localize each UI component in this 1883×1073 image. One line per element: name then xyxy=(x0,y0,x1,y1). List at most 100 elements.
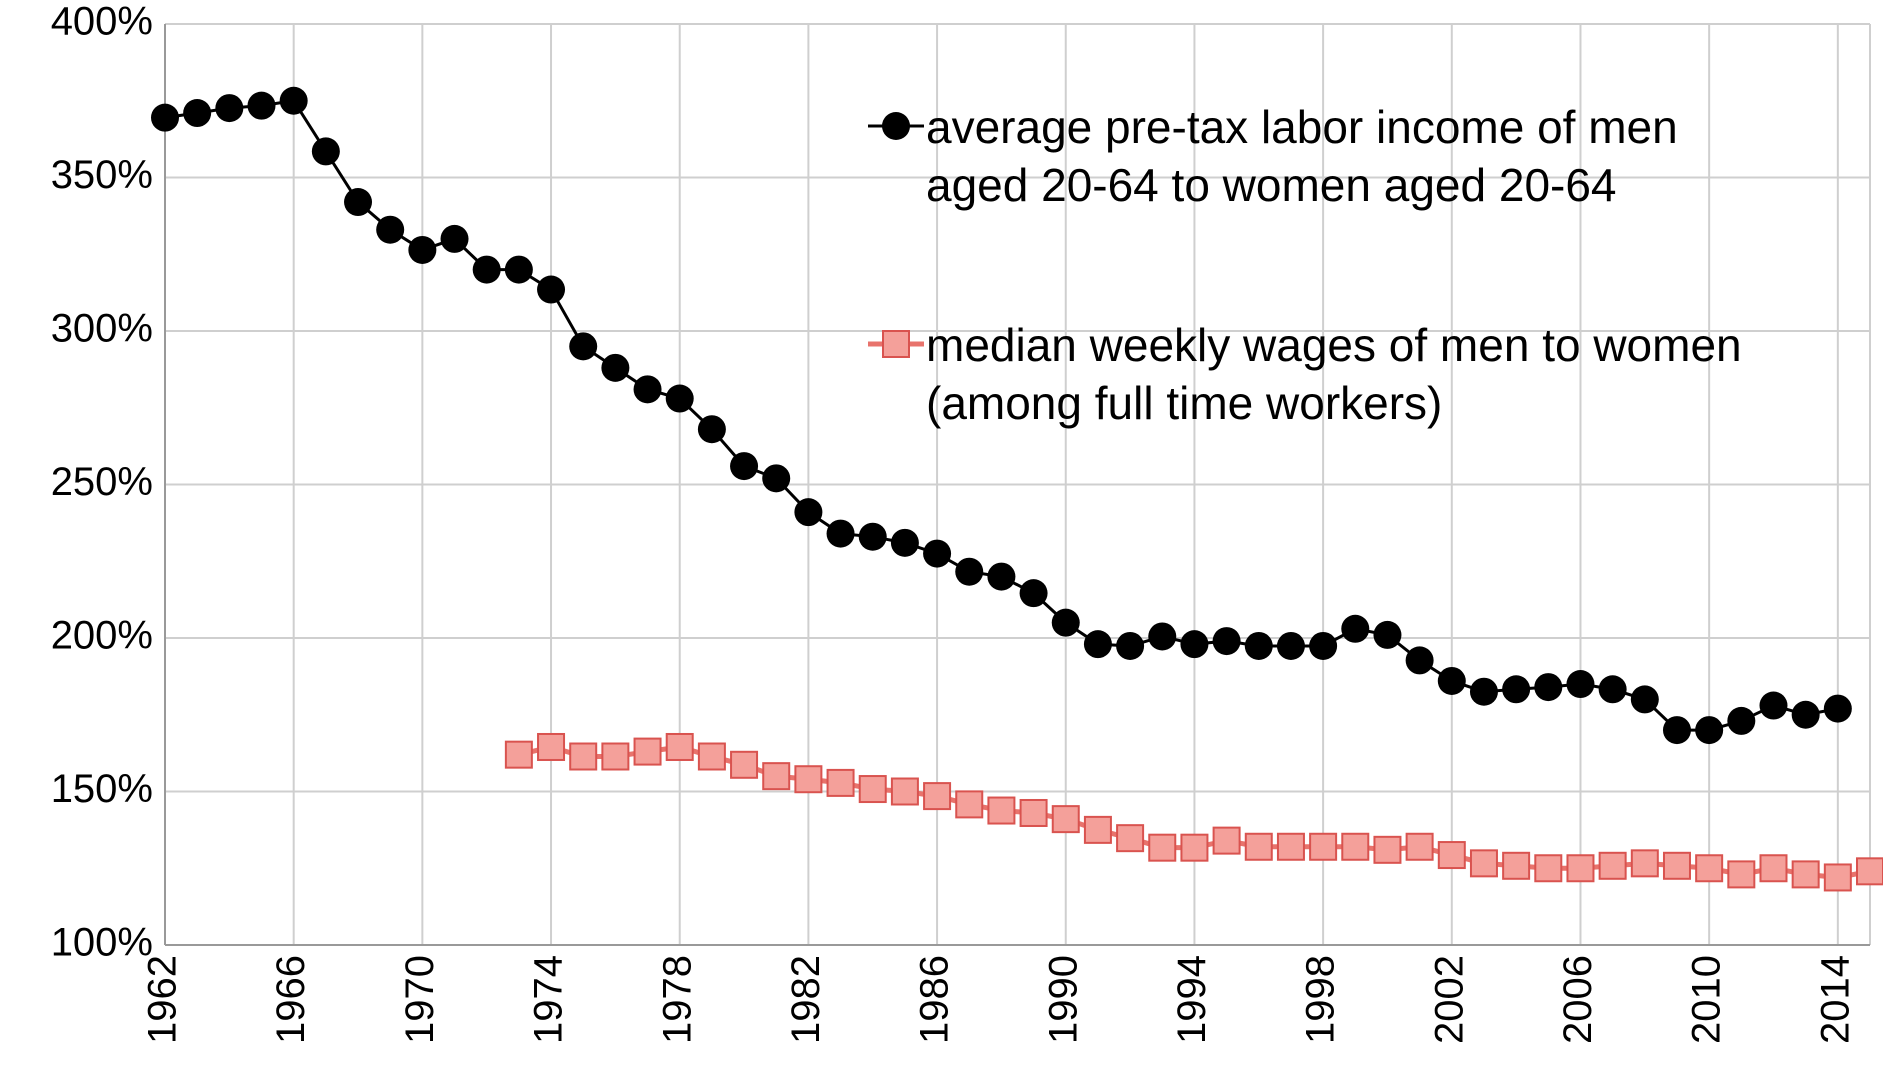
data-point xyxy=(923,782,952,811)
data-point xyxy=(440,224,469,253)
x-tick-label: 1966 xyxy=(269,955,313,1044)
data-point xyxy=(1566,670,1595,699)
data-point xyxy=(1566,854,1595,883)
x-tick-label: 1962 xyxy=(141,955,185,1044)
data-point xyxy=(890,528,919,557)
data-point xyxy=(633,737,662,766)
data-point xyxy=(601,353,630,382)
data-point xyxy=(1437,841,1466,870)
data-point xyxy=(376,215,405,244)
data-point xyxy=(1276,631,1305,660)
legend-label: median weekly wages of men to women (amo… xyxy=(926,319,1742,429)
data-point xyxy=(408,235,437,264)
legend-entry: median weekly wages of men to women (amo… xyxy=(866,316,1786,432)
data-point xyxy=(1019,579,1048,608)
data-point xyxy=(151,103,179,132)
data-point xyxy=(1791,700,1820,729)
data-point xyxy=(1373,835,1402,864)
data-point xyxy=(1212,627,1241,656)
data-point xyxy=(1341,832,1370,861)
data-point xyxy=(697,742,726,771)
data-point xyxy=(1437,666,1466,695)
x-tick-label: 1970 xyxy=(398,955,442,1044)
data-point xyxy=(1116,631,1145,660)
data-point xyxy=(1791,860,1820,889)
x-tick-label: 2002 xyxy=(1427,955,1471,1044)
data-point xyxy=(955,557,984,586)
data-point xyxy=(1244,631,1273,660)
data-point xyxy=(1662,851,1691,880)
data-point xyxy=(311,137,340,166)
data-point xyxy=(890,777,919,806)
data-point xyxy=(1469,849,1498,878)
data-point xyxy=(472,255,501,284)
data-point xyxy=(1823,694,1852,723)
data-point xyxy=(1630,849,1659,878)
legend-symbol xyxy=(868,112,924,140)
x-tick-label: 2014 xyxy=(1813,955,1857,1044)
data-point xyxy=(1502,851,1531,880)
y-tick-label: 150% xyxy=(51,767,153,811)
data-point xyxy=(730,452,759,481)
y-tick-label: 100% xyxy=(51,921,153,965)
data-point xyxy=(762,762,791,791)
data-point xyxy=(279,86,308,115)
x-tick-label: 1986 xyxy=(913,955,957,1044)
data-point xyxy=(665,384,694,413)
data-point xyxy=(1534,854,1563,883)
data-point xyxy=(1630,685,1659,714)
data-point xyxy=(1083,630,1112,659)
data-point xyxy=(858,522,887,551)
data-point xyxy=(1695,716,1724,745)
data-point xyxy=(1534,673,1563,702)
data-point xyxy=(1469,677,1498,706)
data-point xyxy=(955,790,984,819)
legend-symbol xyxy=(868,330,924,358)
data-point xyxy=(537,275,566,304)
data-point xyxy=(215,94,244,123)
data-point xyxy=(697,415,726,444)
data-point xyxy=(1148,622,1177,651)
data-point xyxy=(1276,832,1305,861)
data-point xyxy=(1341,614,1370,643)
data-point xyxy=(1598,675,1627,704)
data-point xyxy=(1727,706,1756,735)
data-point xyxy=(1727,860,1756,889)
x-tick-label: 1978 xyxy=(655,955,699,1044)
y-tick-label: 400% xyxy=(51,0,153,44)
data-point xyxy=(826,519,855,548)
data-point xyxy=(794,498,823,527)
data-point xyxy=(633,375,662,404)
data-point xyxy=(1019,798,1048,827)
data-point xyxy=(601,742,630,771)
data-point xyxy=(1695,854,1724,883)
data-point xyxy=(1598,851,1627,880)
data-point xyxy=(987,562,1016,591)
data-point xyxy=(344,188,373,217)
data-point xyxy=(826,768,855,797)
data-point xyxy=(762,464,791,493)
data-point xyxy=(1148,833,1177,862)
y-tick-label: 300% xyxy=(51,307,153,351)
x-tick-label: 1998 xyxy=(1299,955,1343,1044)
data-point xyxy=(1759,854,1788,883)
x-tick-label: 2010 xyxy=(1685,955,1729,1044)
legend-label: average pre-tax labor income of men aged… xyxy=(926,101,1678,211)
data-point xyxy=(504,740,533,769)
y-tick-label: 350% xyxy=(51,153,153,197)
data-point xyxy=(1212,826,1241,855)
data-point xyxy=(1373,620,1402,649)
y-tick-label: 250% xyxy=(51,460,153,504)
data-point xyxy=(1405,646,1434,675)
data-point xyxy=(1051,608,1080,637)
data-point xyxy=(537,732,566,761)
data-point xyxy=(1309,832,1338,861)
x-tick-label: 1974 xyxy=(527,955,571,1044)
data-point xyxy=(1083,815,1112,844)
x-tick-label: 1994 xyxy=(1170,955,1214,1044)
data-point xyxy=(665,732,694,761)
data-point xyxy=(569,332,598,361)
data-point xyxy=(794,765,823,794)
data-point xyxy=(247,91,276,120)
